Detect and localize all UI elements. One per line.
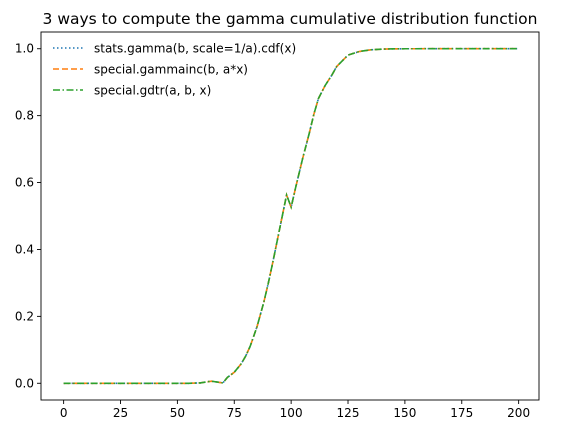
y-tick-label: 0.2	[15, 309, 34, 323]
x-tick-label: 50	[170, 406, 185, 420]
y-axis-ticks: 0.0 0.2 0.4 0.6 0.8 1.0	[15, 42, 41, 390]
x-tick-label: 150	[393, 406, 416, 420]
x-tick-label: 75	[227, 406, 242, 420]
y-tick-label: 0.0	[15, 376, 34, 390]
series-line-1	[63, 47, 519, 385]
x-tick-label: 200	[507, 406, 530, 420]
legend: stats.gamma(b, scale=1/a).cdf(x) special.…	[53, 42, 296, 98]
series-line-3	[63, 47, 519, 385]
x-tick-label: 25	[113, 406, 128, 420]
y-tick-label: 0.4	[15, 242, 34, 256]
x-tick-label: 125	[337, 406, 360, 420]
legend-label: special.gdtr(a, b, x)	[94, 84, 211, 98]
chart-title: 3 ways to compute the gamma cumulative d…	[43, 10, 538, 28]
series-lines	[63, 47, 519, 385]
x-axis-ticks: 0 25 50 75 100 125 150 175 200	[60, 400, 530, 420]
y-tick-label: 0.6	[15, 176, 34, 190]
x-tick-label: 0	[60, 406, 68, 420]
legend-label: stats.gamma(b, scale=1/a).cdf(x)	[94, 42, 296, 56]
y-tick-label: 1.0	[15, 42, 34, 56]
plot-area	[40, 31, 540, 401]
x-tick-label: 100	[280, 406, 303, 420]
series-line-2	[63, 47, 519, 385]
legend-label: special.gammainc(b, a*x)	[94, 63, 248, 77]
axes-frame	[40, 31, 540, 401]
y-tick-label: 0.8	[15, 109, 34, 123]
x-tick-label: 175	[450, 406, 473, 420]
